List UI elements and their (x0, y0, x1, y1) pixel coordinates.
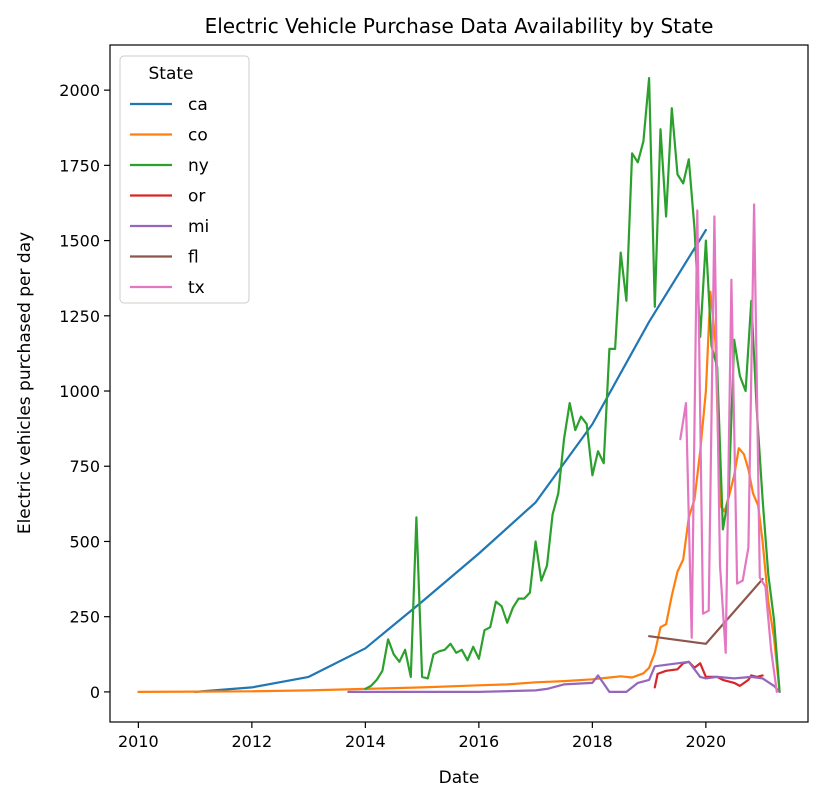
legend-label-ny: ny (188, 156, 209, 176)
x-tick-label: 2012 (232, 732, 273, 751)
y-axis-label: Electric vehicles purchased per day (15, 232, 35, 534)
x-tick-label: 2010 (118, 732, 159, 751)
y-tick-label: 500 (69, 532, 100, 551)
chart-title: Electric Vehicle Purchase Data Availabil… (205, 14, 714, 38)
y-tick-label: 0 (90, 683, 100, 702)
x-axis: 2010 2012 2014 2016 2018 2020 (118, 722, 726, 751)
x-axis-label: Date (439, 768, 480, 788)
x-tick-label: 2014 (345, 732, 386, 751)
series-line-tx (679, 203, 778, 694)
legend-label-tx: tx (188, 278, 205, 298)
legend-label-co: co (188, 126, 208, 146)
x-tick-label: 2016 (459, 732, 500, 751)
y-tick-label: 2000 (59, 81, 100, 100)
series-line-ca (194, 228, 708, 694)
x-tick-label: 2018 (572, 732, 613, 751)
y-tick-label: 1500 (59, 232, 100, 251)
legend-box (119, 55, 250, 304)
y-tick-label: 750 (69, 457, 100, 476)
series-line-ny (364, 76, 781, 694)
series-line-co (137, 290, 781, 694)
axes-border (109, 44, 809, 723)
y-tick-label: 250 (69, 608, 100, 627)
legend-items: ca co ny or mi fl tx (130, 95, 209, 298)
legend-label-mi: mi (188, 217, 209, 237)
series-layer (137, 76, 781, 694)
legend-label-ca: ca (188, 95, 208, 115)
y-tick-label: 1750 (59, 156, 100, 175)
series-line-mi (347, 660, 781, 694)
legend: State ca co ny or mi fl tx (119, 55, 250, 304)
y-tick-label: 1000 (59, 382, 100, 401)
legend-label-fl: fl (188, 248, 199, 268)
legend-title: State (149, 64, 194, 84)
x-tick-label: 2020 (685, 732, 726, 751)
legend-label-or: or (188, 187, 205, 207)
y-axis: 0 250 500 750 1000 1250 1500 1750 2000 (59, 81, 110, 702)
y-tick-label: 1250 (59, 307, 100, 326)
series-line-fl (647, 577, 764, 645)
series-line-or (653, 660, 764, 689)
